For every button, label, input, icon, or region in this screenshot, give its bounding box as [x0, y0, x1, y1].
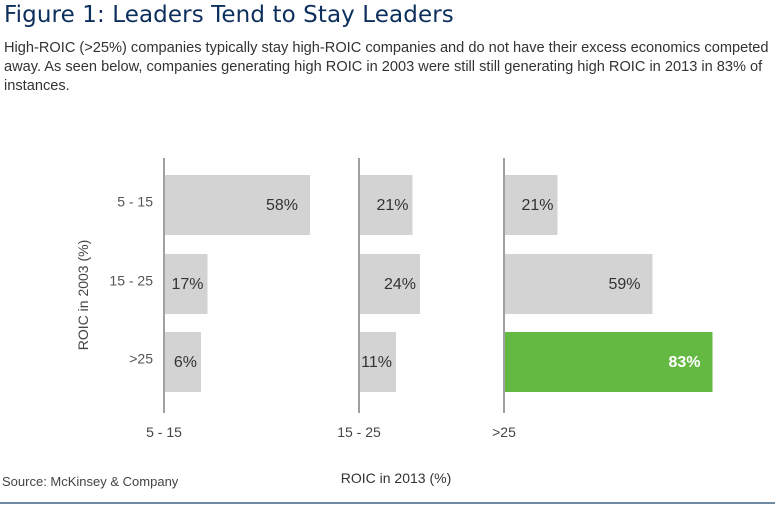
- bar: [360, 332, 396, 392]
- bar: [505, 175, 558, 235]
- figure-subtitle: High-ROIC (>25%) companies typically sta…: [4, 40, 769, 94]
- bar-highlight: [505, 332, 713, 392]
- bar-value-label: 83%: [668, 354, 700, 371]
- bar-value-label: 24%: [384, 276, 416, 293]
- y-tick-label: 5 - 15: [117, 194, 153, 210]
- bar-value-label: 17%: [171, 276, 203, 293]
- bar-value-label: 21%: [521, 197, 553, 214]
- bar-value-label: 6%: [174, 354, 197, 371]
- x-tick-label: >25: [492, 424, 516, 440]
- bar: [360, 254, 420, 314]
- bottom-divider: [0, 502, 775, 504]
- x-axis-title: ROIC in 2013 (%): [341, 470, 451, 486]
- x-tick-label: 5 - 15: [146, 424, 182, 440]
- bar: [165, 254, 208, 314]
- y-axis-title: ROIC in 2003 (%): [75, 240, 91, 350]
- source-note: Source: McKinsey & Company: [2, 474, 179, 489]
- bar: [165, 332, 201, 392]
- bar: [505, 254, 653, 314]
- y-tick-label: >25: [129, 351, 153, 367]
- figure-title: Figure 1: Leaders Tend to Stay Leaders: [4, 2, 454, 28]
- axes-group: [163, 158, 505, 413]
- y-tick-label: 15 - 25: [109, 273, 153, 289]
- bar-value-label: 11%: [361, 354, 392, 371]
- bar: [360, 175, 413, 235]
- bar-value-label: 58%: [266, 197, 298, 214]
- x-tick-label: 15 - 25: [337, 424, 381, 440]
- bar-value-label: 59%: [608, 276, 640, 293]
- bar: [165, 175, 310, 235]
- bar-value-label: 21%: [376, 197, 408, 214]
- bars-group: [165, 175, 713, 392]
- labels-group: 5 - 15 15 - 25 >25 5 - 15 58% 17% 6% 15 - 25 21%…: [109, 194, 700, 440]
